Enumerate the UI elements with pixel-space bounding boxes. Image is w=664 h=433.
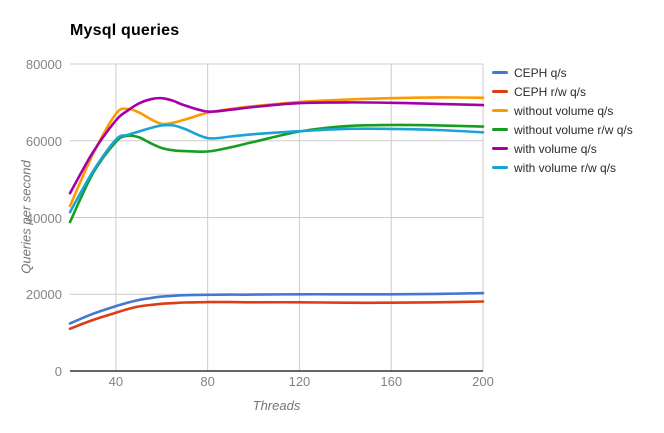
x-axis-title: Threads [252, 398, 301, 413]
legend-label: with volume r/w q/s [514, 160, 617, 175]
x-tick-label: 200 [472, 374, 494, 389]
legend: CEPH q/s CEPH r/w q/s without volume q/s wi… [492, 63, 633, 177]
legend-swatch [492, 166, 508, 169]
legend-swatch [492, 90, 508, 93]
legend-swatch [492, 109, 508, 112]
legend-label: CEPH q/s [514, 65, 567, 80]
series-line [68, 123, 485, 214]
series-line [68, 300, 485, 331]
y-tick-label: 20000 [25, 287, 62, 303]
legend-item: CEPH r/w q/s [492, 82, 633, 101]
series-line [68, 123, 485, 224]
series-line [68, 291, 485, 325]
legend-label: CEPH r/w q/s [514, 84, 587, 99]
legend-item: without volume r/w q/s [492, 120, 633, 139]
legend-item: without volume q/s [492, 101, 633, 120]
legend-label: without volume r/w q/s [514, 122, 633, 137]
chart-title: Mysql queries [70, 22, 180, 39]
y-tick-label: 40000 [25, 210, 62, 226]
x-tick-label: 40 [108, 374, 124, 389]
x-tick-label: 120 [288, 374, 311, 389]
x-tick-label: 160 [380, 374, 403, 389]
y-tick-label: 60000 [25, 133, 62, 149]
legend-label: without volume q/s [514, 103, 614, 118]
y-tick-label: 0 [54, 364, 62, 379]
legend-swatch [492, 128, 508, 131]
y-axis-labels: 0 20000 40000 60000 80000 [0, 57, 62, 379]
legend-label: with volume q/s [514, 141, 597, 156]
legend-item: with volume r/w q/s [492, 158, 633, 177]
x-axis-labels: 40 80 120 160 200 [70, 374, 494, 390]
x-tick-label: 80 [200, 374, 215, 389]
series-line [68, 96, 485, 208]
plot-area [68, 63, 485, 372]
legend-swatch [492, 147, 508, 150]
series-line [68, 96, 485, 195]
legend-swatch [492, 71, 508, 74]
legend-item: with volume q/s [492, 139, 633, 158]
legend-item: CEPH q/s [492, 63, 633, 82]
y-tick-label: 80000 [25, 57, 62, 72]
